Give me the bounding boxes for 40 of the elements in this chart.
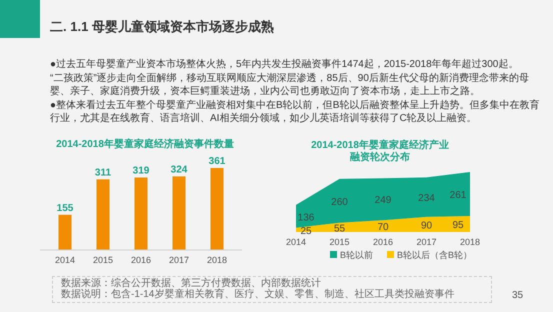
bar [96,179,110,250]
bar [58,214,72,250]
legend-label: B轮以前 [340,250,374,260]
x-tick-label: 2017 [168,255,190,265]
legend-label: B轮以后（含B轮） [397,250,472,260]
data-label: 260 [331,196,348,208]
text: 35 [512,290,524,301]
x-tick-label: 2016 [130,255,152,265]
data-label: 155 [56,202,74,214]
bar [134,178,148,250]
data-label: 70 [377,222,389,234]
source-note: 数据来源：综合公开数据、第三方付费数据、内部数据统计 [61,278,322,289]
x-tick-label: 2016 [372,237,394,247]
data-label: 95 [452,220,464,231]
data-label: 90 [420,220,432,232]
data-label: 249 [374,195,392,206]
bar [210,168,224,250]
text: ●过去五年母婴童产业资本市场整体火热，5年内共发生投融资事件1474起，2015-2018年每年超过300起。 [50,58,520,72]
x-tick-label: 2014 [54,255,76,265]
x-tick-label: 2017 [416,237,437,247]
x-tick-label: 2015 [329,237,350,247]
bar [172,176,186,250]
data-label: 55 [334,223,346,234]
data-label: 136 [298,212,315,224]
x-tick-label: 2015 [92,255,114,265]
data-label: 234 [418,193,436,204]
data-label: 261 [450,190,467,201]
data-label: 361 [208,156,226,167]
chart-title: 2014-2018年婴童家庭经济融资事件数量 [56,138,234,150]
text: 数据说明：包含-1-14岁婴童相关教育、医疗、文娱、零售、制造、社区工具类投融资事件 [61,289,456,300]
text: “二孩政策”逐步走向全面解绑，移动互联网顺应大潮深层渗透，85后、90后新生代父母的新消费理念带来的母婴、亲子、家庭消费升级，资本巨鳄重装进场，业内公司也勇敢迈向了资本市场，走上上市之路。 [50,72,530,98]
data-label: 319 [132,166,150,177]
data-label: 324 [170,164,188,176]
text: 二. 1.1 母婴儿童领域资本市场逐步成熟 [50,18,274,36]
x-tick-label: 2014 [286,237,306,247]
chart-title: 2014-2018年婴童家庭经济产业融资轮次分布 [311,139,449,163]
x-tick-label: 2018 [460,237,480,247]
text: ●整体来看过去五年整个母婴童产业融资相对集中在B轮以前，但B轮以后融资整体呈上升趋势。但多集中在教育行业，尤其是在线教育、语言培训、AI相关细分领域，如少儿英语培训等获得了C轮及以上融资。 [50,98,540,126]
x-tick-label: 2018 [206,255,228,265]
data-label: 311 [94,167,112,178]
